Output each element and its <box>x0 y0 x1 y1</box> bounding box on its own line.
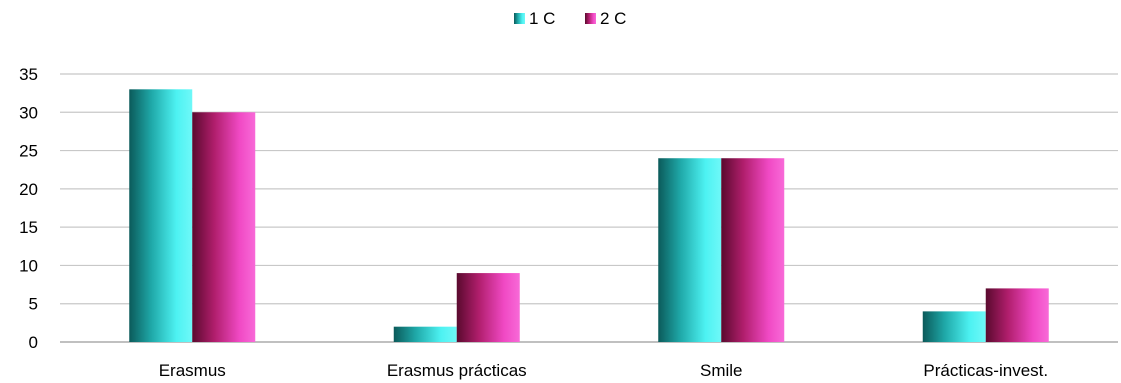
legend-label-1c: 1 C <box>529 9 555 28</box>
bar-2c-3 <box>985 288 1049 342</box>
x-category-label: Erasmus prácticas <box>387 361 527 380</box>
legend-swatch-1c <box>514 13 525 24</box>
bars <box>129 89 1049 343</box>
bar-1c-3 <box>922 311 986 342</box>
bar-2c-1 <box>456 273 520 342</box>
x-axis: Erasmus Erasmus prácticas Smile Prácticas-i… <box>159 361 1048 380</box>
y-tick-label: 15 <box>19 218 38 237</box>
bar-2c-0 <box>192 112 256 343</box>
y-tick-label: 35 <box>19 65 38 84</box>
bar-1c-2 <box>658 158 722 342</box>
y-tick-label: 10 <box>19 256 38 275</box>
y-tick-label: 20 <box>19 180 38 199</box>
x-category-label: Smile <box>700 361 743 380</box>
y-tick-label: 0 <box>29 333 38 352</box>
legend-swatch-2c <box>585 13 596 24</box>
y-tick-label: 30 <box>19 103 38 122</box>
x-category-label: Erasmus <box>159 361 226 380</box>
y-tick-label: 25 <box>19 142 38 161</box>
bar-2c-2 <box>721 158 785 342</box>
y-axis: 0 5 10 15 20 25 30 35 <box>19 65 38 352</box>
legend: 1 C 2 C <box>514 9 626 28</box>
y-tick-label: 5 <box>29 295 38 314</box>
x-category-label: Prácticas-invest. <box>923 361 1048 380</box>
bar-1c-0 <box>129 89 193 342</box>
legend-label-2c: 2 C <box>600 9 626 28</box>
bar-1c-1 <box>393 326 457 342</box>
